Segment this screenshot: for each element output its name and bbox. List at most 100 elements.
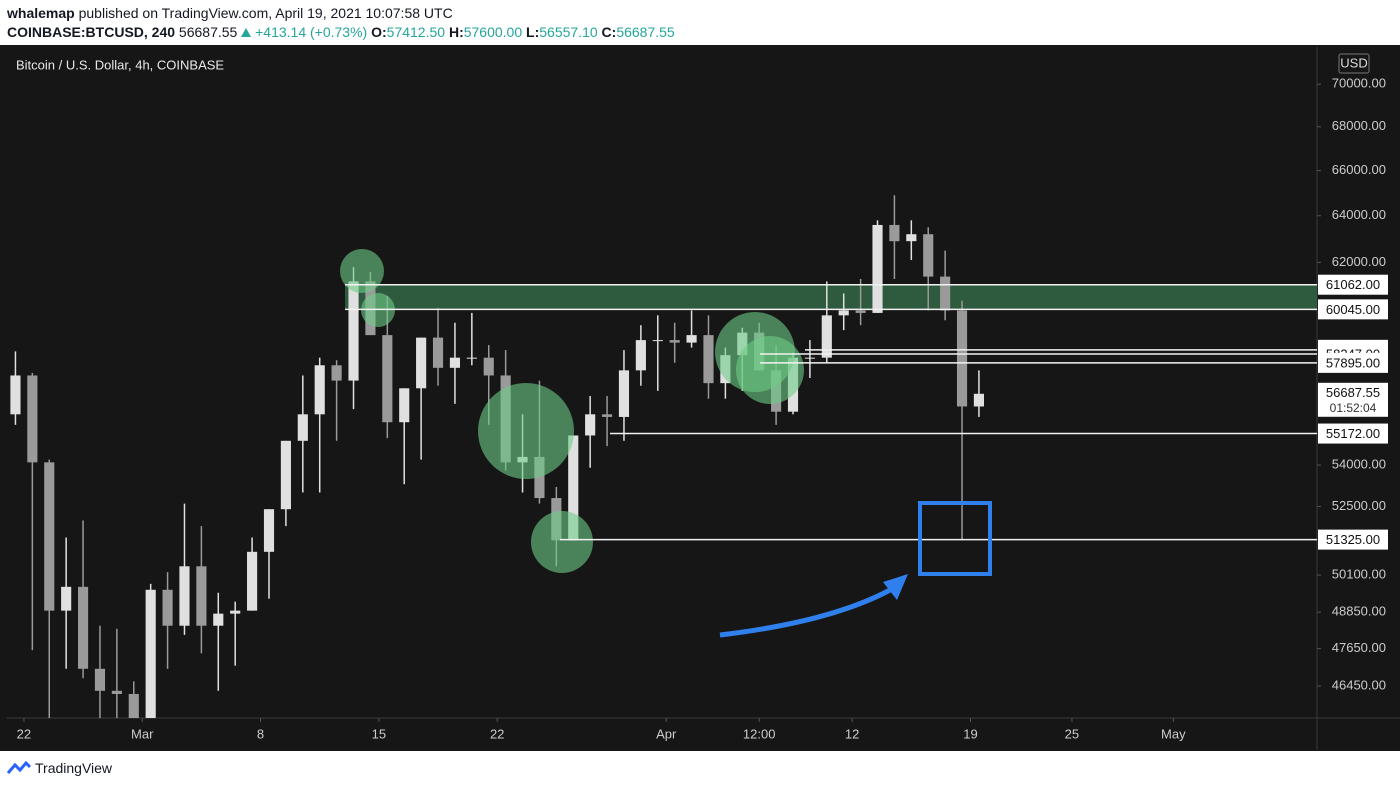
- currency: USD: [1340, 55, 1367, 70]
- x-tick-label: 19: [963, 726, 977, 741]
- candle-body: [568, 435, 579, 541]
- x-tick-label: May: [1161, 726, 1186, 741]
- candle-body: [399, 388, 410, 423]
- x-tick-label: 22: [17, 726, 31, 741]
- x-tick-label: 12:00: [743, 726, 776, 741]
- candle-body: [263, 509, 275, 552]
- highlight-circles: [340, 249, 804, 573]
- published: published on TradingView.com, April 19, …: [78, 5, 453, 21]
- chart-background: [0, 45, 1400, 751]
- y-tick-label: 50100.00: [1332, 567, 1386, 582]
- level-label: 61062.00: [1326, 277, 1380, 292]
- ohlc-name: H:: [448, 24, 464, 40]
- candle-body: [838, 310, 849, 316]
- candle-body: [855, 310, 866, 313]
- ohlc-name: L:: [526, 24, 540, 40]
- level-label: 51325.00: [1326, 532, 1380, 547]
- y-tick-label: 48850.00: [1332, 604, 1386, 619]
- highlight-circle: [340, 249, 384, 293]
- candle-body: [162, 589, 173, 626]
- candle-body: [483, 357, 494, 376]
- highlight-circle: [478, 383, 574, 479]
- candle-body: [534, 456, 545, 499]
- last-price-box: [1318, 382, 1388, 417]
- change-arrow: [241, 24, 252, 40]
- level-label-box: [1318, 274, 1388, 295]
- ohlc-value: 56687.55: [616, 24, 675, 40]
- brand: TradingView: [35, 760, 113, 776]
- x-tick-label: Apr: [656, 726, 677, 741]
- candle-body: [280, 440, 291, 510]
- level-label-box: [1318, 352, 1388, 373]
- zone: [345, 284, 1317, 310]
- highlight-box: [918, 501, 992, 576]
- candle-body: [94, 668, 106, 691]
- candle-body: [618, 370, 630, 417]
- level-label: 60045.00: [1326, 302, 1380, 317]
- candle-body: [601, 414, 613, 417]
- ohlc: O:57412.50 H:57600.00 L:56557.10 C:56687…: [371, 24, 675, 40]
- logo: [7, 761, 31, 774]
- ohlc-value: 56557.10: [539, 24, 598, 40]
- ohlc-name: O:: [371, 24, 387, 40]
- candle-body: [314, 365, 325, 415]
- candle-body: [213, 613, 224, 626]
- level-label: 57895.00: [1326, 355, 1380, 370]
- y-tick-label: 68000.00: [1332, 118, 1386, 133]
- candle-body: [652, 340, 663, 342]
- y-tick-label: 62000.00: [1332, 254, 1386, 269]
- arrow-head: [883, 574, 908, 600]
- x-tick-label: 22: [490, 726, 504, 741]
- x-tick-label: 12: [845, 726, 859, 741]
- candle-body: [61, 586, 72, 611]
- candle-body: [889, 224, 900, 242]
- candle-body: [804, 357, 815, 359]
- last-price-label: 56687.55: [1326, 385, 1380, 400]
- candle-body: [940, 276, 951, 311]
- last-price: 56687.55: [178, 24, 238, 40]
- level-label-box: [1318, 529, 1388, 550]
- ohlc-name: C:: [601, 24, 617, 40]
- candle-body: [449, 357, 461, 368]
- y-tick-label: 64000.00: [1332, 207, 1386, 222]
- candle-body: [585, 414, 596, 436]
- currency-box: [1338, 53, 1370, 74]
- candle-body: [432, 337, 444, 368]
- candle-body: [703, 335, 714, 384]
- change: +413.14 (+0.73%): [255, 24, 368, 40]
- x-tick-label: 8: [257, 726, 264, 741]
- candle-body: [973, 393, 985, 407]
- candle-body: [128, 693, 139, 718]
- candle-body: [416, 337, 427, 389]
- candle-body: [669, 340, 680, 343]
- chart-title: Bitcoin / U.S. Dollar, 4h, COINBASE: [16, 57, 224, 72]
- header: whalemap published on TradingView.com, A…: [7, 4, 675, 42]
- candle-body: [348, 281, 359, 381]
- candle-body: [196, 566, 207, 626]
- publisher: whalemap: [7, 5, 75, 21]
- level-label-box: [1318, 423, 1388, 444]
- ohlc-value: 57600.00: [463, 24, 523, 40]
- ohlc-value: 57412.50: [386, 24, 446, 40]
- candle-body: [956, 310, 968, 407]
- highlight-circle: [531, 511, 593, 573]
- y-tick-label: 66000.00: [1332, 162, 1386, 177]
- y-tick-label: 52500.00: [1332, 498, 1386, 513]
- candle-body: [331, 365, 342, 381]
- symbol: COINBASE:BTCUSD, 240: [7, 24, 176, 40]
- x-tick-label: Mar: [131, 726, 154, 741]
- candle-body: [297, 414, 308, 441]
- candle-body: [111, 690, 122, 694]
- y-tick-label: 70000.00: [1332, 76, 1386, 91]
- y-tick-label: 54000.00: [1332, 457, 1386, 472]
- highlight-circle: [736, 336, 804, 404]
- y-tick-label: 46450.00: [1332, 678, 1386, 693]
- candle-body: [821, 315, 832, 358]
- y-tick-label: 47650.00: [1332, 640, 1386, 655]
- x-tick-label: 25: [1065, 726, 1079, 741]
- candle-body: [179, 566, 190, 626]
- candle-body: [44, 462, 55, 611]
- level-label: 55172.00: [1326, 426, 1380, 441]
